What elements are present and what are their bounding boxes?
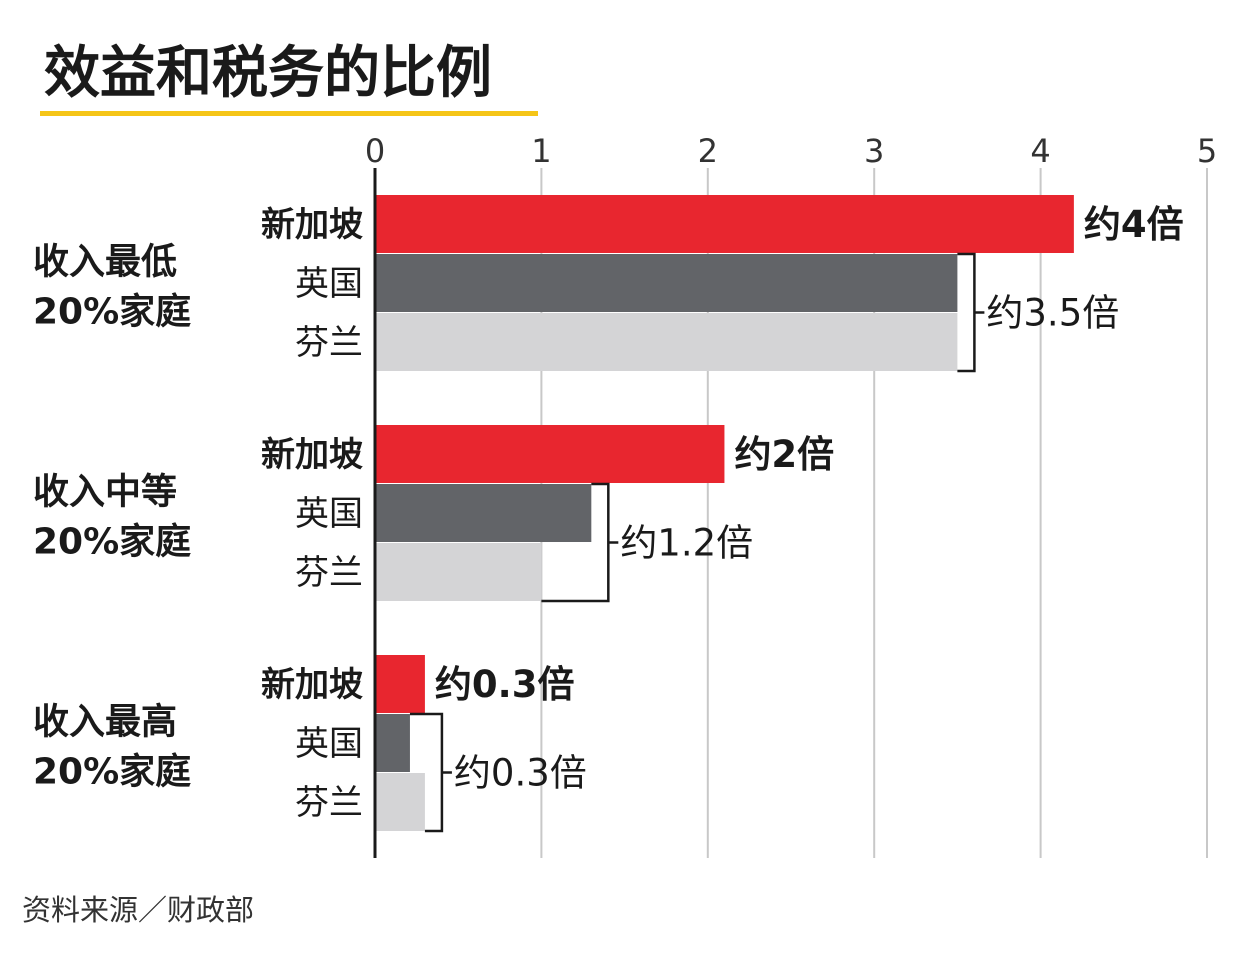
singapore-annotation: 约0.3倍 <box>435 663 575 706</box>
uk-finland-annotation: 约0.3倍 <box>454 752 587 795</box>
title-underline <box>40 111 538 116</box>
bar-uk <box>375 714 410 772</box>
category-label: 芬兰 <box>295 783 363 823</box>
group-label-line1: 收入最高 <box>33 702 177 743</box>
x-tick-label: 2 <box>698 132 718 170</box>
chart-title: 效益和税务的比例 <box>44 41 492 106</box>
bar-singapore <box>375 425 725 483</box>
group-label-line2: 20%家庭 <box>33 752 191 793</box>
category-label: 新加坡 <box>261 435 363 475</box>
uk-finland-annotation: 约3.5倍 <box>986 292 1119 335</box>
labels: 收入最低20%家庭新加坡英国芬兰收入中等20%家庭新加坡英国芬兰收入最高20%家… <box>33 205 363 823</box>
bar-finland <box>375 313 958 371</box>
bars <box>375 195 1074 831</box>
bar-uk <box>375 254 958 312</box>
category-label: 英国 <box>295 494 363 534</box>
x-tick-label: 4 <box>1030 132 1050 170</box>
group-label-line1: 收入最低 <box>33 242 177 283</box>
group-label-line2: 20%家庭 <box>33 522 191 563</box>
bar-finland <box>375 773 425 831</box>
bar-finland <box>375 543 542 601</box>
bar-singapore <box>375 655 425 713</box>
source-note: 资料来源／财政部 <box>22 893 254 927</box>
category-label: 新加坡 <box>261 665 363 705</box>
x-axis-ticks: 0 1 2 3 4 5 <box>365 132 1217 170</box>
category-label: 英国 <box>295 724 363 764</box>
x-tick-label: 0 <box>365 132 385 170</box>
x-tick-label: 3 <box>864 132 884 170</box>
category-label: 英国 <box>295 264 363 304</box>
category-label: 新加坡 <box>261 205 363 245</box>
singapore-annotation: 约2倍 <box>734 433 834 476</box>
bracket <box>957 252 985 373</box>
bar-singapore <box>375 195 1074 253</box>
category-label: 芬兰 <box>295 323 363 363</box>
group-label-line1: 收入中等 <box>33 472 177 513</box>
singapore-annotation: 约4倍 <box>1084 203 1184 246</box>
group-label-line2: 20%家庭 <box>33 292 191 333</box>
bar-uk <box>375 484 592 542</box>
uk-finland-annotation: 约1.2倍 <box>620 522 753 565</box>
x-tick-label: 1 <box>531 132 551 170</box>
x-tick-label: 5 <box>1197 132 1217 170</box>
category-label: 芬兰 <box>295 553 363 593</box>
bracket <box>541 482 619 603</box>
bracket <box>409 712 452 833</box>
